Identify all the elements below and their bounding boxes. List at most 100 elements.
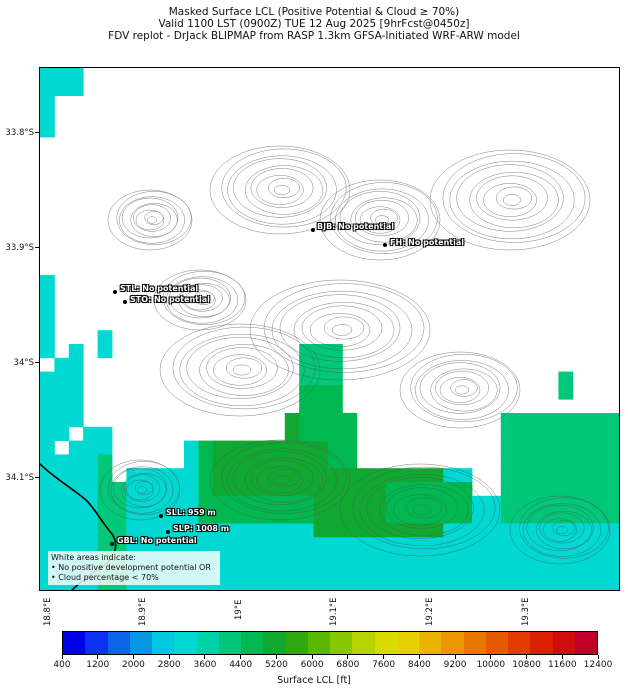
colorbar-segment xyxy=(152,632,175,654)
lcl-cell xyxy=(601,509,617,524)
lcl-cell xyxy=(83,482,98,497)
lcl-cell xyxy=(414,537,430,552)
lcl-cell xyxy=(184,440,199,455)
lcl-cell xyxy=(587,454,602,469)
lcl-cell xyxy=(169,509,185,524)
lcl-cell xyxy=(457,509,473,524)
lcl-cell xyxy=(428,564,444,579)
lcl-cell xyxy=(616,509,619,524)
colorbar-tick-label: 3600 xyxy=(193,660,217,670)
station-marker-fh[interactable] xyxy=(383,243,387,247)
lcl-cell xyxy=(616,578,619,590)
station-marker-sll[interactable] xyxy=(159,514,163,518)
lcl-cell xyxy=(616,454,619,469)
lcl-cell xyxy=(299,399,314,414)
lcl-cell xyxy=(457,523,473,538)
lcl-cell xyxy=(457,468,473,483)
contour-line xyxy=(121,197,179,239)
note-heading: White areas indicate: xyxy=(51,553,137,562)
contour-line xyxy=(330,182,438,254)
lcl-cell xyxy=(414,564,430,579)
station-label-fh[interactable]: FH: No potential xyxy=(390,238,464,247)
lcl-cell xyxy=(256,523,271,538)
station-label-sll[interactable]: SLL: 959 m xyxy=(166,508,216,517)
lcl-cell xyxy=(155,468,170,483)
lcl-cell xyxy=(601,468,617,483)
lcl-cell xyxy=(328,440,343,455)
lcl-cell xyxy=(342,578,358,590)
lcl-cell xyxy=(572,468,588,483)
lcl-cell xyxy=(313,371,329,386)
station-marker-bjb[interactable] xyxy=(311,228,315,232)
lcl-cell xyxy=(572,509,588,524)
lcl-cell xyxy=(457,495,473,510)
lcl-cell xyxy=(227,537,242,552)
lcl-cell xyxy=(270,551,286,566)
contour-line xyxy=(256,466,304,494)
lcl-cell xyxy=(400,523,415,538)
contour-line xyxy=(249,279,431,381)
lcl-cell xyxy=(400,578,415,590)
colorbar-tick xyxy=(490,655,492,659)
colorbar-title: Surface LCL [ft] xyxy=(277,675,351,686)
lcl-cell xyxy=(472,537,487,552)
contour-line xyxy=(126,479,154,501)
lcl-cell xyxy=(83,468,98,483)
lcl-cell xyxy=(54,454,70,469)
lcl-cell xyxy=(342,482,358,497)
contour-line xyxy=(206,347,278,389)
lcl-cell xyxy=(83,509,98,524)
colorbar-tick-label: 6000 xyxy=(300,660,324,670)
lcl-cell xyxy=(572,537,588,552)
map-area[interactable] xyxy=(39,67,620,591)
station-marker-stl[interactable] xyxy=(113,290,117,294)
lcl-cell xyxy=(284,413,300,428)
colorbar-segment xyxy=(307,632,330,654)
contour-line xyxy=(355,199,409,237)
lcl-cell xyxy=(328,357,343,372)
lcl-cell xyxy=(270,509,286,524)
lcl-cell xyxy=(544,454,559,469)
station-marker-gbl[interactable] xyxy=(110,542,114,546)
lcl-cell xyxy=(587,509,602,524)
lcl-cell xyxy=(500,564,516,579)
lcl-cell xyxy=(155,482,170,497)
colorbar-tick-label: 9200 xyxy=(443,660,467,670)
station-label-gbl[interactable]: GBL: No potential xyxy=(117,536,197,545)
lcl-cell xyxy=(558,537,574,552)
contour-line xyxy=(335,188,429,252)
lcl-cell xyxy=(515,551,530,566)
lcl-cell xyxy=(342,509,358,524)
contour-line xyxy=(319,179,441,261)
lcl-cell xyxy=(299,426,314,441)
lcl-cell xyxy=(428,509,444,524)
contour-line xyxy=(509,495,611,565)
lcl-cell xyxy=(227,440,242,455)
station-label-sto[interactable]: STO: No potential xyxy=(130,295,210,304)
station-label-bjb[interactable]: BJB: No potential xyxy=(317,222,395,231)
lcl-cell xyxy=(601,523,617,538)
lcl-cell xyxy=(500,468,516,483)
lcl-cell xyxy=(529,413,545,428)
station-marker-sto[interactable] xyxy=(123,300,127,304)
lcl-cell xyxy=(400,537,415,552)
lcl-cell xyxy=(256,454,271,469)
lcl-cell xyxy=(241,564,257,579)
lcl-cell xyxy=(601,413,617,428)
station-label-stl[interactable]: STL: No potential xyxy=(120,284,199,293)
lcl-cell xyxy=(544,413,559,428)
lcl-cell xyxy=(40,109,55,124)
contour-line xyxy=(429,149,591,251)
lcl-cell xyxy=(40,426,55,441)
contour-line xyxy=(450,379,478,397)
station-marker-slp[interactable] xyxy=(166,530,170,534)
lcl-cell xyxy=(313,551,329,566)
lcl-cell xyxy=(313,454,329,469)
contour-line xyxy=(225,357,263,379)
station-label-slp[interactable]: SLP: 1008 m xyxy=(173,524,230,533)
contour-line xyxy=(366,477,474,539)
lcl-cell xyxy=(500,440,516,455)
lcl-cell xyxy=(457,578,473,590)
lcl-cell xyxy=(284,564,300,579)
lcl-cell xyxy=(544,440,559,455)
